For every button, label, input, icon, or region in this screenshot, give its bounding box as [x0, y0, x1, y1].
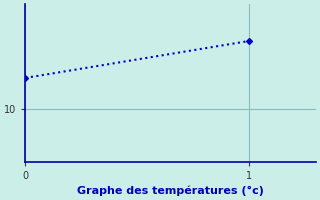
X-axis label: Graphe des températures (°c): Graphe des températures (°c) [77, 185, 264, 196]
